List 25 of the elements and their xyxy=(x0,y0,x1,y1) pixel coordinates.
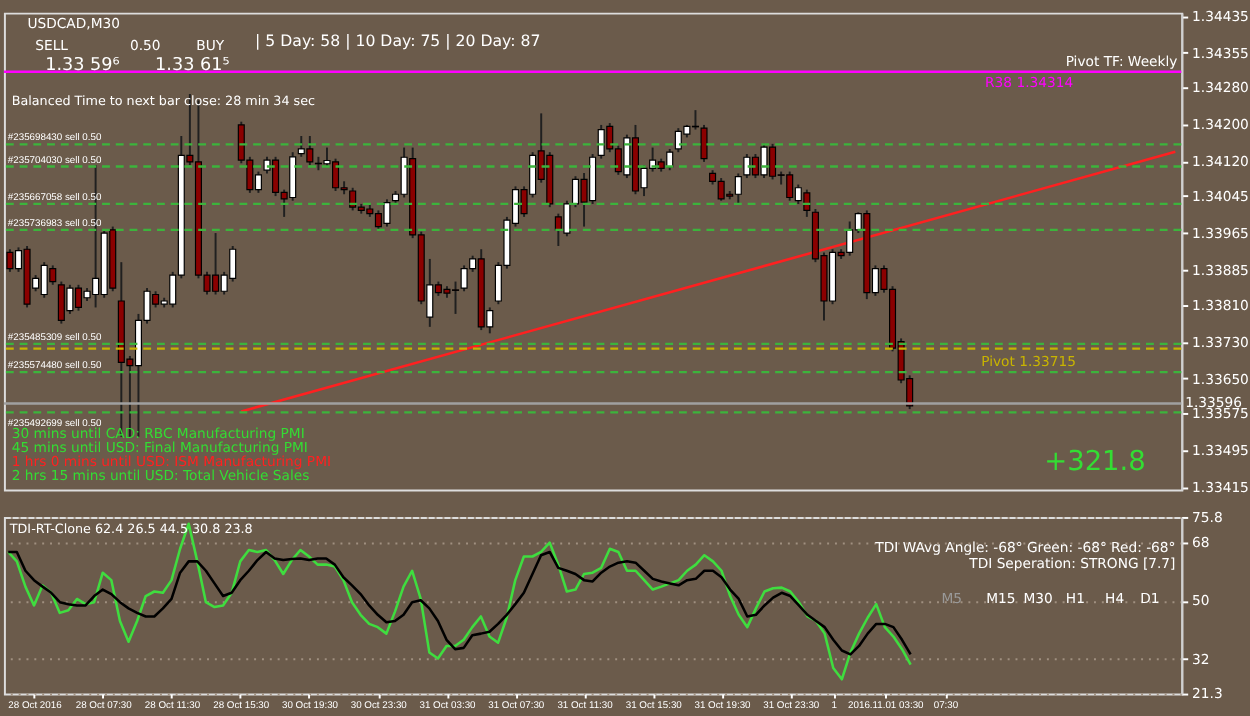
candlestick xyxy=(40,261,48,299)
candlestick xyxy=(451,280,460,315)
candlestick xyxy=(289,151,297,202)
candlestick xyxy=(717,177,725,202)
annotation: +321.8 xyxy=(1044,445,1146,478)
candlestick xyxy=(66,283,74,315)
candlestick xyxy=(597,123,605,160)
candlestick xyxy=(846,220,854,257)
annotation: 1.33 59⁶ xyxy=(45,55,121,76)
candlestick xyxy=(563,199,571,238)
candlestick xyxy=(803,188,811,218)
candlestick xyxy=(306,135,314,167)
candlestick xyxy=(674,127,682,154)
candlestick xyxy=(743,153,751,180)
candlestick xyxy=(571,175,580,209)
candlestick xyxy=(786,170,794,202)
candlestick xyxy=(383,198,391,228)
annotation: | 5 Day: 58 | 10 Day: 75 | 20 Day: 87 xyxy=(255,32,541,51)
candlestick xyxy=(297,135,305,158)
annotation: 1.33 61⁵ xyxy=(155,55,231,76)
candlestick xyxy=(74,283,83,312)
candlestick xyxy=(734,172,742,205)
candlestick xyxy=(700,123,708,163)
candlestick xyxy=(460,264,468,293)
candlestick xyxy=(6,248,14,273)
